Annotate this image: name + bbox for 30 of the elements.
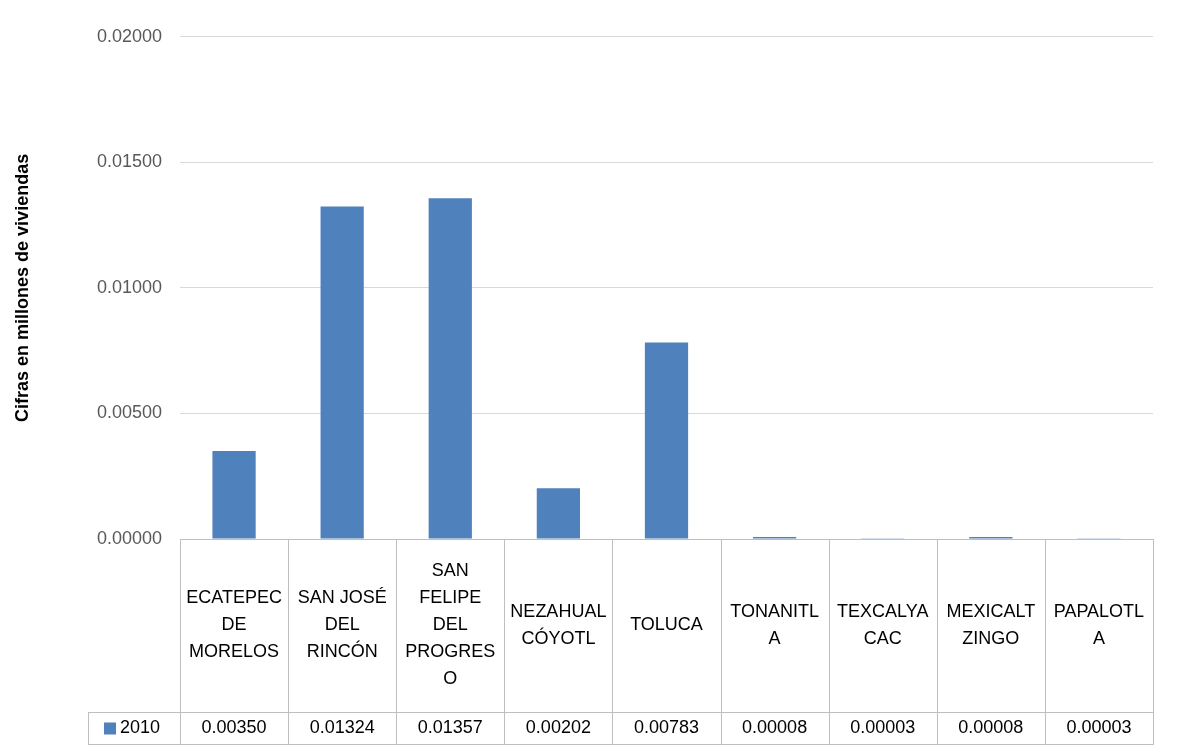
data-label: 0.00003 bbox=[1066, 717, 1132, 738]
y-axis-title: Cifras en millones de viviendas bbox=[11, 153, 32, 422]
data-label: 0.00008 bbox=[742, 717, 808, 738]
y-tick-label: 0.01000 bbox=[96, 276, 162, 297]
data-label: 0.00003 bbox=[850, 717, 916, 738]
x-tick-label: SAN FELIPE DEL PROGRESO bbox=[405, 560, 496, 689]
data-label: 0.00008 bbox=[958, 717, 1024, 738]
bar bbox=[428, 198, 472, 539]
y-tick-label: 0.02000 bbox=[96, 25, 162, 46]
y-tick-label: 0.00000 bbox=[96, 527, 162, 548]
x-tick-label: PAPALOTLA bbox=[1053, 600, 1145, 648]
x-tick-label: ECATEPEC DE MORELOS bbox=[186, 587, 282, 662]
data-label: 0.01324 bbox=[309, 717, 375, 738]
bar bbox=[644, 342, 689, 539]
bar bbox=[212, 451, 256, 539]
data-label: 0.00350 bbox=[201, 717, 267, 738]
x-tick-label: TONANITLA bbox=[730, 600, 819, 648]
x-tick-label: SAN JOSÉ DEL RINCÓN bbox=[297, 587, 387, 662]
data-label: 0.00783 bbox=[633, 717, 700, 738]
x-tick-label: TEXCALYACAC bbox=[837, 600, 929, 648]
legend-label: 2010 bbox=[120, 717, 161, 738]
x-tick-label: MEXICALTZINGO bbox=[946, 600, 1036, 648]
data-label: 0.01357 bbox=[417, 717, 483, 738]
y-tick-label: 0.00500 bbox=[96, 402, 162, 423]
y-tick-label: 0.01500 bbox=[96, 151, 162, 172]
data-label: 0.00202 bbox=[525, 717, 591, 738]
x-tick-label: NEZAHUALCÓYOTL bbox=[510, 600, 607, 648]
x-tick-label: TOLUCA bbox=[630, 614, 703, 635]
bar bbox=[536, 488, 581, 539]
bar bbox=[320, 206, 364, 539]
